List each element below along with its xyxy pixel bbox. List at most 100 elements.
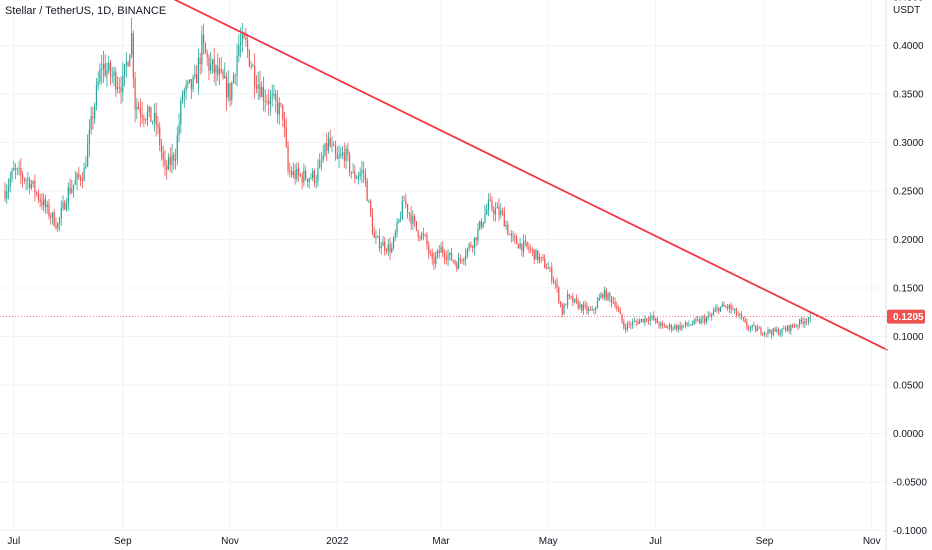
candle-body	[278, 103, 280, 115]
candle-body	[544, 258, 546, 268]
y-axis-ticks[interactable]: 0.4500 0.4000 0.3500 0.3000 0.2500 0.2000 0.15…	[893, 0, 927, 537]
candle-body	[658, 323, 660, 326]
candle-body	[399, 218, 402, 220]
candle-body	[772, 328, 774, 335]
candle-body	[617, 308, 620, 311]
candle-body	[405, 201, 407, 205]
candle	[514, 233, 516, 245]
candle	[487, 193, 490, 217]
candle	[517, 243, 519, 249]
candle	[125, 51, 127, 78]
candle	[463, 257, 465, 266]
candle	[122, 62, 124, 102]
candle-body	[255, 85, 258, 89]
candle	[755, 325, 757, 333]
candle-body	[774, 328, 776, 332]
candle	[704, 313, 706, 326]
candle-body	[190, 79, 192, 90]
candle	[273, 84, 275, 100]
candle-body	[282, 104, 284, 120]
candle	[459, 254, 461, 265]
candle-body	[711, 314, 713, 317]
candle-body	[155, 113, 157, 125]
candle	[417, 229, 419, 242]
candle-body	[236, 55, 238, 76]
candle	[11, 167, 13, 183]
candle	[596, 296, 599, 309]
candle	[468, 242, 470, 252]
candle-body	[377, 235, 379, 237]
candle	[282, 104, 284, 128]
candle-body	[241, 34, 243, 43]
candle-body	[39, 199, 41, 202]
candle-body	[646, 318, 648, 321]
candle-body	[450, 252, 453, 261]
candle-body	[570, 296, 572, 297]
candle-body	[380, 246, 382, 248]
candle-body	[276, 101, 279, 115]
candle	[414, 213, 416, 227]
candle	[74, 170, 76, 185]
candle	[41, 192, 43, 210]
candle	[169, 147, 171, 173]
candle	[765, 332, 767, 338]
candle-body	[224, 75, 226, 79]
candle-body	[101, 69, 103, 71]
grid	[0, 0, 886, 531]
candle	[433, 251, 435, 271]
candle	[419, 235, 421, 242]
trendline[interactable]	[47, 0, 888, 351]
candle	[109, 60, 112, 86]
candle	[229, 82, 231, 107]
candle	[341, 145, 344, 159]
candle-body	[312, 170, 314, 179]
candle-body	[92, 116, 94, 119]
candle-body	[672, 328, 674, 330]
candle	[14, 163, 17, 180]
candle-body	[99, 69, 101, 82]
candle-body	[698, 319, 701, 323]
candle-body	[137, 106, 140, 110]
candle	[675, 323, 678, 332]
candle-body	[573, 298, 576, 303]
candle-body	[208, 57, 210, 71]
candle-body	[361, 170, 363, 174]
candle-body	[153, 113, 156, 122]
candle	[32, 180, 34, 188]
candle-body	[721, 304, 723, 307]
candle	[450, 247, 453, 262]
x-axis-ticks[interactable]: Jul Sep Nov 2022 Mar May Jul Sep Nov	[7, 536, 880, 547]
candle-body	[178, 124, 180, 136]
candle	[220, 56, 222, 74]
candle-body	[535, 250, 537, 260]
y-tick-label: -0.1000	[893, 526, 927, 537]
candle-body	[630, 324, 632, 326]
candle-body	[220, 69, 222, 72]
candle-body	[412, 216, 414, 224]
candle	[347, 142, 349, 162]
candle	[797, 324, 799, 330]
candle	[758, 325, 760, 329]
candle-body	[551, 268, 553, 281]
candle	[753, 321, 755, 327]
candle	[760, 326, 762, 337]
x-tick-label: Jul	[649, 536, 662, 547]
candle	[799, 318, 801, 329]
candle-body	[229, 83, 231, 101]
candle	[693, 318, 695, 326]
candle-body	[280, 103, 282, 105]
candle	[617, 305, 620, 313]
candle-body	[275, 93, 277, 102]
candle-body	[88, 129, 91, 145]
candle-body	[164, 159, 166, 166]
candle-body	[489, 199, 491, 201]
candle	[523, 234, 525, 258]
candle	[280, 102, 282, 108]
candle-body	[670, 324, 672, 330]
candle	[714, 305, 716, 313]
candle	[770, 329, 773, 339]
candle-body	[528, 246, 530, 250]
candle-body	[429, 252, 432, 254]
candle-body	[681, 325, 683, 330]
